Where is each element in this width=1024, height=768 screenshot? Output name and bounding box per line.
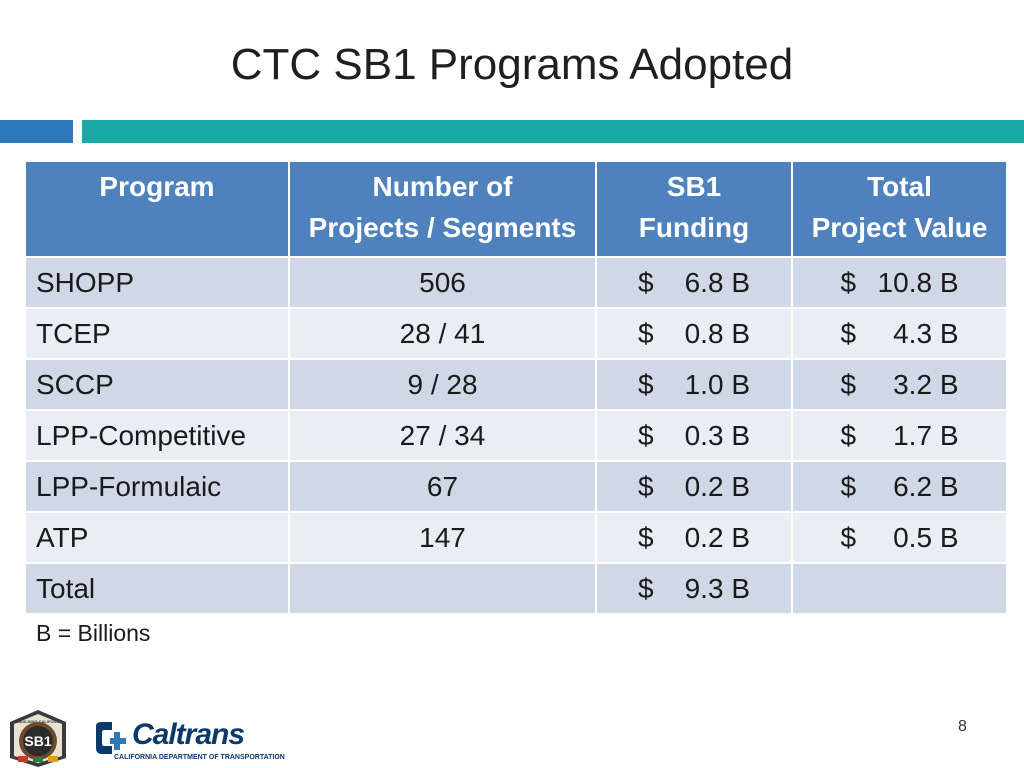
funding-cell: $0.2 B	[597, 513, 793, 564]
table-row: ATP 147 $0.2 B $0.5 B	[26, 513, 1006, 564]
footnote: B = Billions	[36, 620, 151, 646]
table-row: SCCP 9 / 28 $1.0 B $3.2 B	[26, 360, 1006, 411]
count-cell: 9 / 28	[290, 360, 597, 411]
table-row: LPP-Competitive 27 / 34 $0.3 B $1.7 B	[26, 411, 1006, 462]
value-cell	[793, 564, 1006, 615]
funding-cell: $0.2 B	[597, 462, 793, 513]
table-header-row: Program Number of Projects / Segments SB…	[26, 162, 1006, 258]
sb1-badge-logo: SB1 REBUILDING CALIFORNIA	[10, 710, 66, 767]
program-cell: SHOPP	[26, 258, 290, 309]
caltrans-subtitle: CALIFORNIA DEPARTMENT OF TRANSPORTATION	[114, 754, 285, 761]
table-row: TCEP 28 / 41 $0.8 B $4.3 B	[26, 309, 1006, 360]
svg-text:SB1: SB1	[24, 733, 51, 749]
caltrans-mark-icon	[96, 722, 126, 754]
table-row: LPP-Formulaic 67 $0.2 B $6.2 B	[26, 462, 1006, 513]
page-number: 8	[958, 718, 967, 735]
svg-text:REBUILDING CALIFORNIA: REBUILDING CALIFORNIA	[13, 719, 64, 724]
caltrans-wordmark: Caltrans	[132, 718, 245, 751]
funding-cell: $0.8 B	[597, 309, 793, 360]
value-cell: $6.2 B	[793, 462, 1006, 513]
accent-bar-blue	[0, 120, 73, 143]
program-cell: Total	[26, 564, 290, 615]
funding-cell: $6.8 B	[597, 258, 793, 309]
header-sb1-funding: SB1 Funding	[597, 162, 793, 258]
program-cell: TCEP	[26, 309, 290, 360]
program-cell: ATP	[26, 513, 290, 564]
table-row: SHOPP 506 $6.8 B $10.8 B	[26, 258, 1006, 309]
count-cell: 506	[290, 258, 597, 309]
value-cell: $1.7 B	[793, 411, 1006, 462]
value-cell: $10.8 B	[793, 258, 1006, 309]
funding-cell: $9.3 B	[597, 564, 793, 615]
program-cell: LPP-Formulaic	[26, 462, 290, 513]
count-cell	[290, 564, 597, 615]
value-cell: $0.5 B	[793, 513, 1006, 564]
program-cell: LPP-Competitive	[26, 411, 290, 462]
funding-cell: $1.0 B	[597, 360, 793, 411]
value-cell: $4.3 B	[793, 309, 1006, 360]
programs-table: Program Number of Projects / Segments SB…	[26, 162, 1006, 615]
header-program: Program	[26, 162, 290, 258]
count-cell: 27 / 34	[290, 411, 597, 462]
program-cell: SCCP	[26, 360, 290, 411]
funding-cell: $0.3 B	[597, 411, 793, 462]
header-number-of-projects: Number of Projects / Segments	[290, 162, 597, 258]
header-total-project-value: Total Project Value	[793, 162, 1006, 258]
value-cell: $3.2 B	[793, 360, 1006, 411]
slide-title: CTC SB1 Programs Adopted	[230, 40, 794, 89]
count-cell: 28 / 41	[290, 309, 597, 360]
caltrans-logo: Caltrans CALIFORNIA DEPARTMENT OF TRANSP…	[92, 718, 285, 766]
table-row-total: Total $9.3 B	[26, 564, 1006, 615]
count-cell: 147	[290, 513, 597, 564]
count-cell: 67	[290, 462, 597, 513]
accent-bar-teal	[82, 120, 1024, 143]
